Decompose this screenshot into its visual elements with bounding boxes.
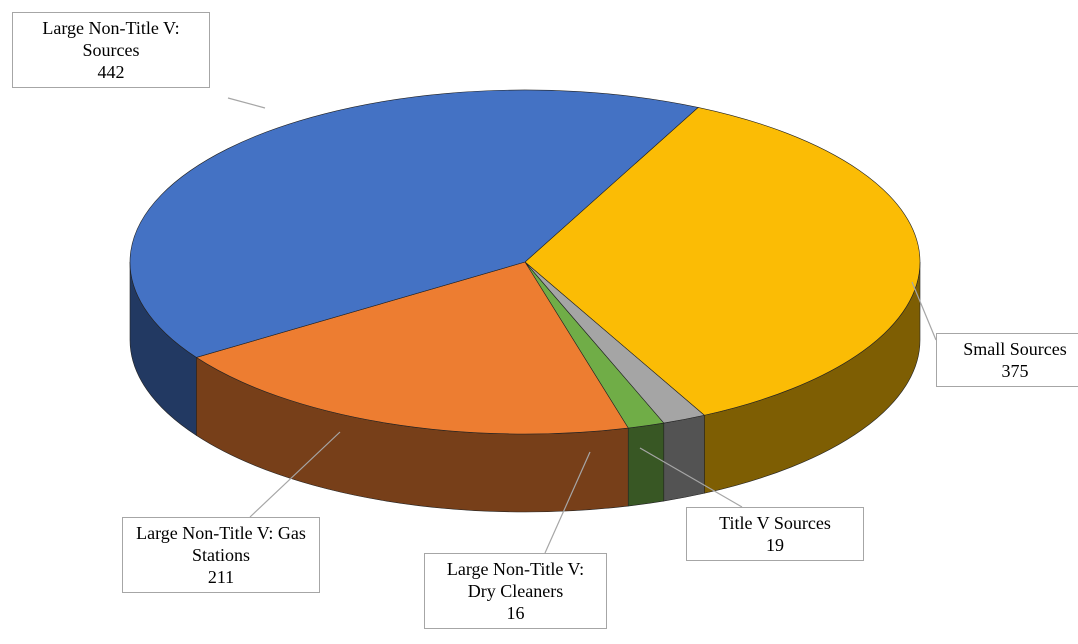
label-value: 16 (506, 603, 525, 623)
slice (195, 261, 629, 435)
data-label: Large Non-Title V: Gas Stations 211 (122, 517, 320, 593)
slice-side (663, 414, 705, 502)
leader-line (249, 431, 341, 518)
label-name: Large Non-Title V: Dry Cleaners (446, 559, 585, 601)
label-value: 211 (207, 567, 235, 587)
label-name: Large Non-Title V: Sources (42, 18, 180, 60)
label-value: 19 (766, 535, 784, 555)
slice-side (627, 422, 665, 507)
data-label: Large Non-Title V: Dry Cleaners 16 (424, 553, 607, 629)
data-label: Title V Sources 19 (686, 507, 864, 561)
label-name: Title V Sources (719, 513, 831, 533)
leader-line (544, 451, 591, 554)
leader-line (911, 281, 937, 341)
label-value: 442 (97, 62, 125, 82)
leader-line (639, 447, 743, 508)
slice (524, 107, 921, 416)
slice (129, 89, 699, 358)
label-name: Large Non-Title V: Gas Stations (136, 523, 306, 565)
label-value: 375 (1001, 361, 1029, 381)
label-name: Small Sources (963, 339, 1067, 359)
data-label: Small Sources 375 (936, 333, 1078, 387)
data-label: Large Non-Title V: Sources 442 (12, 12, 210, 88)
leader-line (227, 97, 266, 109)
